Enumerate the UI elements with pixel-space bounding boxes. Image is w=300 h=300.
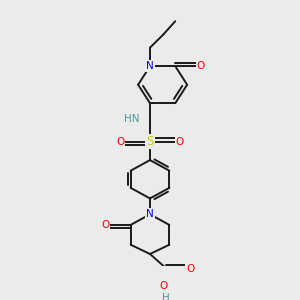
Text: N: N	[146, 61, 154, 71]
Text: O: O	[116, 136, 124, 147]
Text: O: O	[176, 136, 184, 147]
Text: S: S	[146, 135, 154, 148]
Text: O: O	[101, 220, 110, 230]
Text: N: N	[146, 209, 154, 219]
Text: O: O	[159, 281, 167, 291]
Text: O: O	[196, 61, 205, 71]
Text: O: O	[186, 263, 194, 274]
Text: HN: HN	[124, 114, 140, 124]
Text: H: H	[163, 292, 170, 300]
